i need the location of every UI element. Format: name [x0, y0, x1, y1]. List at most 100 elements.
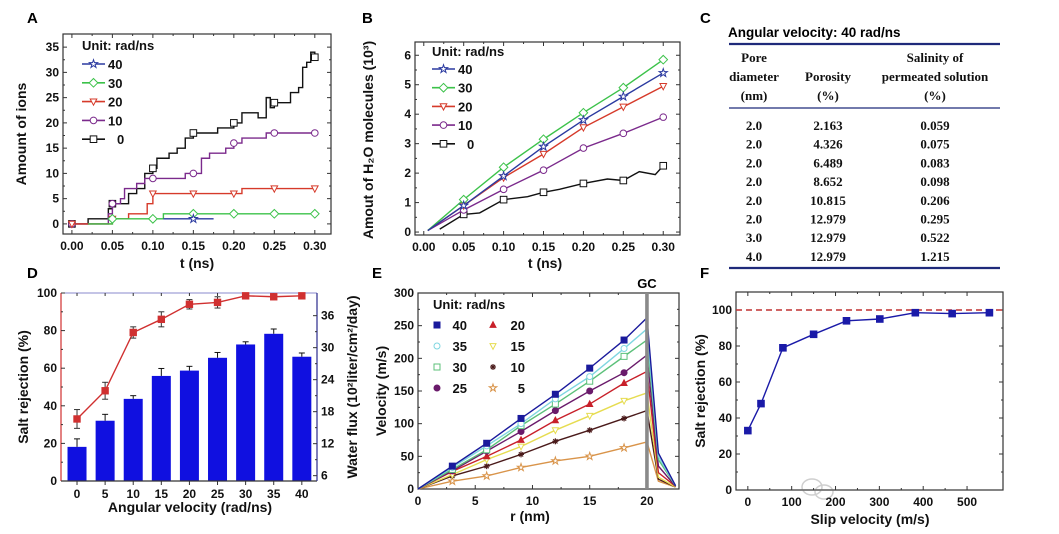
panel-a-y-tick-label: 20: [46, 116, 60, 130]
series-40: [163, 212, 214, 224]
panel-e-y-tick-label: 150: [394, 384, 414, 398]
circle-marker: [189, 169, 198, 178]
panel-b-x-tick-label: 0.05: [452, 240, 476, 254]
legend-label: 30: [458, 81, 472, 96]
circle-marker: [230, 139, 238, 147]
panel-d-y-tick-label: 100: [37, 286, 57, 300]
tri-down-marker: [270, 185, 279, 194]
diamond-marker: [309, 208, 320, 219]
asterisk-marker: [621, 415, 628, 422]
legend-label: 40: [453, 318, 467, 333]
table-cell: 2.0: [746, 155, 762, 170]
legend-item: 40: [432, 62, 472, 77]
diamond-marker: [658, 54, 669, 65]
square-marker: [619, 176, 628, 185]
table-cell: 8.652: [813, 174, 842, 189]
panel-f-x-tick-label: 300: [869, 495, 889, 509]
circle-marker: [539, 166, 548, 174]
panel-d-y-tick-label: 20: [44, 436, 58, 450]
square-marker: [579, 179, 588, 188]
table-row: 2.0 8.652 0.098: [746, 174, 950, 189]
legend-label: 40: [108, 57, 122, 72]
square-marker: [241, 292, 250, 300]
square-marker: [185, 300, 194, 308]
circle-marker: [439, 121, 448, 129]
circle-marker: [433, 342, 441, 350]
star-marker: [550, 455, 561, 466]
panel-f-y-tick-label: 20: [719, 447, 733, 461]
star-marker: [577, 114, 590, 125]
legend-label: 5: [518, 381, 525, 396]
table-cell: 0.098: [920, 174, 950, 189]
panel-d-right-y-tick-label: 12: [321, 437, 335, 451]
series-40: [417, 316, 677, 490]
series-10: [68, 129, 319, 228]
table-header-cell: (nm): [741, 88, 768, 103]
star-marker: [447, 475, 458, 486]
legend-item: 40: [433, 318, 467, 333]
legend-item: 10: [432, 118, 472, 133]
square-marker: [586, 364, 594, 372]
diamond-marker: [147, 213, 158, 224]
square-marker: [101, 387, 109, 395]
panel-letter-d: D: [27, 265, 38, 282]
square-marker: [230, 119, 238, 127]
panel-b-y-tick-label: 0: [404, 225, 411, 239]
table-cell: 3.0: [746, 230, 762, 245]
square-marker: [539, 188, 548, 197]
table-header-cell: Salinity of: [907, 50, 964, 65]
panel-f-plot-frame: [735, 291, 1004, 491]
legend-label: 0: [467, 137, 474, 152]
tri-down-marker: [659, 83, 668, 91]
panel-f-x-tick-label: 200: [826, 495, 846, 509]
legend-item: 0: [432, 137, 474, 152]
table-header-cell: (%): [817, 88, 839, 103]
table-cell: 0.075: [920, 137, 950, 152]
legend-title: Unit: rad/ns: [432, 44, 504, 59]
panel-e-ylabel: Velocity (m/s): [373, 346, 389, 436]
tri-down-marker: [489, 343, 497, 351]
table-cell: 12.979: [810, 212, 846, 227]
bar: [292, 356, 312, 481]
panel-b-y-tick-label: 4: [404, 107, 411, 121]
tri-down-marker: [579, 124, 588, 133]
square-marker: [433, 321, 441, 329]
asterisk-marker: [490, 364, 496, 370]
star-marker: [537, 140, 550, 152]
panel-d-right-y-tick-label: 18: [321, 405, 335, 419]
panel-b-y-tick-label: 2: [404, 166, 411, 180]
star-marker: [487, 382, 499, 393]
panel-b-y-tick-label: 3: [404, 137, 411, 151]
panel-letter-c: C: [700, 10, 711, 27]
panel-b-ylabel: Amout of H₂O molecules (10³): [360, 41, 376, 239]
circle-marker: [149, 174, 157, 183]
square-marker: [213, 298, 222, 307]
star-marker: [584, 450, 595, 461]
panel-d-x-tick-label: 35: [267, 487, 281, 501]
legend-label: 10: [108, 113, 122, 128]
tri-down-marker: [148, 190, 158, 199]
panel-f-y-tick-label: 80: [719, 339, 733, 353]
square-marker: [757, 399, 765, 408]
panel-d-y2label: Water flux (10²liter/cm²/day): [344, 295, 360, 478]
table-row: 2.0 10.815 0.206: [746, 193, 950, 208]
series-0: [439, 161, 668, 230]
legend-item: 10: [82, 113, 122, 128]
panel-e-xlabel: r (nm): [510, 508, 550, 524]
legend-label: 20: [458, 99, 472, 114]
panel-d-x-tick-label: 5: [102, 487, 109, 501]
panel-d-x-tick-label: 30: [239, 487, 253, 501]
table-row: 2.0 6.489 0.083: [746, 155, 950, 170]
water-flux-bar: [123, 395, 143, 481]
legend-label: 0: [117, 132, 124, 147]
panel-a-chart: 0.00 0.05 0.10 0.15 0.20 0.25 0.30 0 5 10 15 20 25 30…: [46, 33, 332, 253]
panel-e-x-tick-label: 0: [415, 494, 422, 508]
square-marker: [270, 293, 278, 301]
panel-e-y-tick-label: 0: [407, 482, 414, 496]
panel-a-x-tick-label: 0.10: [141, 239, 165, 253]
panel-b-x-tick-label: 0.10: [492, 240, 516, 254]
table-cell: 0.059: [920, 118, 950, 133]
square-marker: [189, 129, 198, 137]
water-flux-bar: [208, 351, 228, 481]
